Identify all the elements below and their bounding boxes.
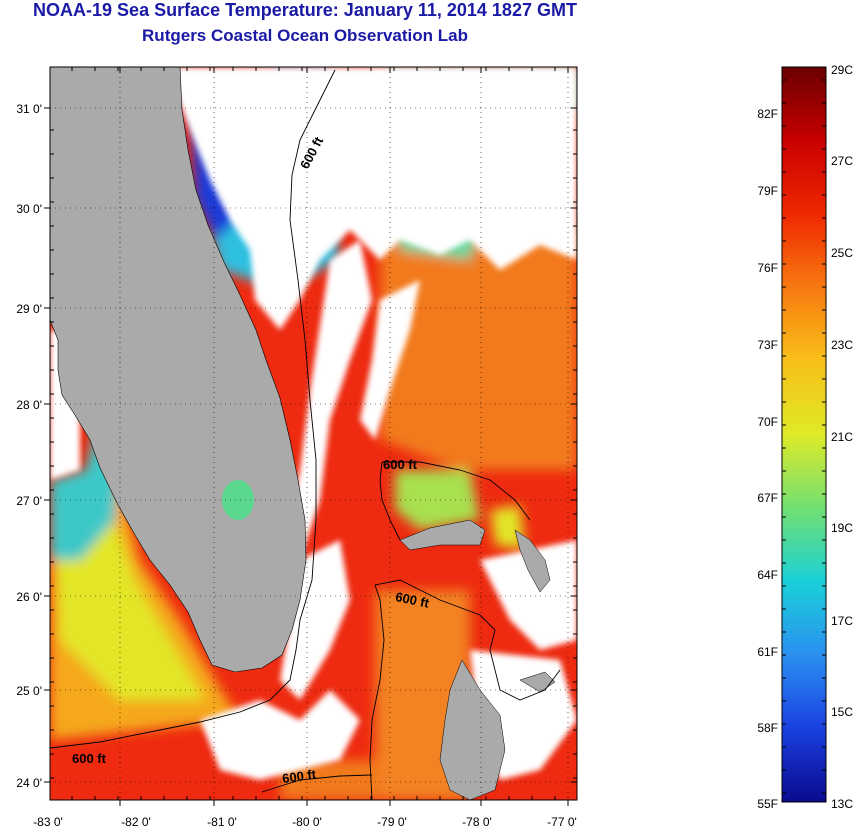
lake-okeechobee — [222, 480, 254, 520]
longitude-axis: -83 0' -82 0' -81 0' -80 0' -79 0' -78 0… — [33, 815, 577, 829]
fahrenheit-label: 73F — [757, 338, 778, 352]
celsius-label: 23C — [831, 338, 853, 352]
lat-tick-label: 27 0' — [16, 494, 42, 508]
abaco-land — [514, 529, 551, 593]
bank-green-water — [395, 470, 480, 530]
grand-bahama-land — [399, 519, 486, 551]
fahrenheit-label: 55F — [757, 797, 778, 811]
lon-tick-label: -79 0' — [377, 815, 407, 829]
fahrenheit-label: 64F — [757, 568, 778, 582]
fahrenheit-label: 61F — [757, 645, 778, 659]
lon-tick-label: -81 0' — [207, 815, 237, 829]
celsius-label: 15C — [831, 705, 853, 719]
lon-tick-label: -80 0' — [292, 815, 322, 829]
contour-label: 600 ft — [394, 589, 431, 611]
map-subtitle: Rutgers Coastal Ocean Observation Lab — [142, 26, 468, 45]
bank-yellow-water — [490, 505, 525, 550]
new-providence-land — [519, 671, 556, 693]
ocean-orange-region — [380, 230, 577, 470]
fahrenheit-label: 79F — [757, 184, 778, 198]
celsius-label: 19C — [831, 521, 853, 535]
lon-tick-label: -82 0' — [121, 815, 151, 829]
lon-tick-label: -83 0' — [33, 815, 63, 829]
fahrenheit-label: 70F — [757, 415, 778, 429]
lat-tick-label: 25 0' — [16, 684, 42, 698]
celsius-label: 27C — [831, 154, 853, 168]
celsius-label: 25C — [831, 246, 853, 260]
fahrenheit-label: 82F — [757, 107, 778, 121]
contour-label: 600 ft — [281, 766, 317, 786]
fahrenheit-label: 58F — [757, 721, 778, 735]
lat-tick-label: 24 0' — [16, 776, 42, 790]
lat-tick-label: 26 0' — [16, 590, 42, 604]
latitude-axis: 31 0' 30 0' 29 0' 28 0' 27 0' 26 0' 25 0… — [16, 102, 42, 790]
contour-label: 600 ft — [72, 751, 107, 766]
lat-tick-label: 28 0' — [16, 398, 42, 412]
lon-tick-label: -78 0' — [462, 815, 492, 829]
lat-tick-label: 31 0' — [16, 102, 42, 116]
celsius-label: 21C — [831, 430, 853, 444]
colorbar-gradient — [781, 66, 827, 803]
gulf-yellow-water — [55, 510, 205, 700]
map-graticule — [50, 67, 577, 800]
isobath-600ft — [50, 69, 561, 800]
lon-tick-label: -77 0' — [547, 815, 577, 829]
fahrenheit-label: 76F — [757, 261, 778, 275]
axis-ticks — [44, 67, 577, 806]
celsius-label: 13C — [831, 797, 853, 811]
map-frame — [49, 66, 578, 801]
sst-map: 600 ft 600 ft 600 ft 600 ft 600 ft — [50, 67, 577, 800]
florida-land — [50, 67, 307, 673]
colorbar-ticks — [782, 79, 826, 794]
contour-label: 600 ft — [383, 457, 418, 472]
temperature-colorbar: 82F 79F 76F 73F 70F 67F 64F 61F 58F 55F … — [757, 63, 853, 811]
ocean-orange-region — [280, 760, 380, 800]
andros-land — [439, 659, 506, 800]
map-title: NOAA-19 Sea Surface Temperature: January… — [33, 0, 577, 20]
celsius-label: 17C — [831, 614, 853, 628]
fahrenheit-label: 67F — [757, 491, 778, 505]
cloud-cover — [50, 67, 577, 780]
celsius-label: 29C — [831, 63, 853, 77]
lat-tick-label: 29 0' — [16, 302, 42, 316]
lat-tick-label: 30 0' — [16, 202, 42, 216]
